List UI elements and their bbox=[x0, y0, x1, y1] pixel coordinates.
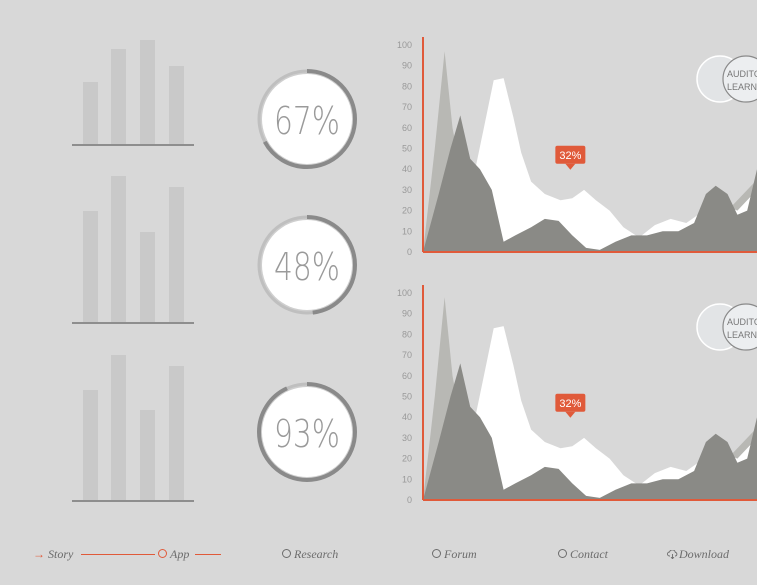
nav-story-label: Story bbox=[48, 547, 74, 561]
y-tick-label: 70 bbox=[402, 102, 412, 112]
bar-chart-2 bbox=[72, 170, 194, 324]
y-tick-label: 40 bbox=[402, 164, 412, 174]
y-tick-label: 70 bbox=[402, 350, 412, 360]
gauge-progress-arc bbox=[257, 382, 357, 482]
y-tick-label: 30 bbox=[402, 433, 412, 443]
nav-research[interactable]: Research bbox=[282, 547, 338, 562]
legend-circle-front bbox=[722, 303, 757, 351]
circle-icon bbox=[282, 549, 291, 558]
y-tick-label: 30 bbox=[402, 185, 412, 195]
y-tick-label: 100 bbox=[397, 40, 412, 50]
nav-app[interactable]: App bbox=[158, 547, 189, 562]
nav-contact[interactable]: Contact bbox=[558, 547, 608, 562]
area-series-dark-gray bbox=[423, 363, 757, 500]
y-tick-label: 80 bbox=[402, 329, 412, 339]
legend-label: LEARNING bbox=[727, 330, 757, 340]
y-tick-label: 80 bbox=[402, 81, 412, 91]
y-tick-label: 60 bbox=[402, 371, 412, 381]
nav-app-label: App bbox=[170, 547, 190, 561]
gauge-value: 93% bbox=[274, 412, 340, 456]
gauge-value: 48% bbox=[274, 245, 340, 289]
y-tick-label: 0 bbox=[407, 495, 412, 505]
bar-chart-1 bbox=[72, 30, 194, 146]
gauge-2: 48% bbox=[257, 215, 357, 315]
bar-chart-3 bbox=[72, 348, 194, 502]
y-tick-label: 20 bbox=[402, 206, 412, 216]
y-tick-label: 10 bbox=[402, 474, 412, 484]
gauge-progress-arc bbox=[257, 215, 357, 315]
y-tick-label: 40 bbox=[402, 412, 412, 422]
y-tick-label: 0 bbox=[407, 247, 412, 257]
area-series-white bbox=[423, 78, 757, 252]
callout-pointer bbox=[565, 411, 576, 418]
callout-bubble bbox=[555, 393, 586, 412]
bar-chart-baseline bbox=[72, 144, 194, 146]
bar bbox=[169, 66, 184, 144]
callout-label: 32% bbox=[559, 150, 581, 162]
area-series-dark-gray bbox=[423, 115, 757, 253]
bar bbox=[83, 390, 98, 500]
y-tick-label: 60 bbox=[402, 123, 412, 133]
nav-story[interactable]: → Story bbox=[33, 547, 73, 562]
bar bbox=[111, 176, 126, 322]
y-tick-label: 50 bbox=[402, 144, 412, 154]
y-tick-label: 50 bbox=[402, 392, 412, 402]
nav-forum[interactable]: Forum bbox=[432, 547, 477, 562]
nav-progress-line bbox=[81, 554, 155, 555]
cloud-download-icon bbox=[667, 549, 678, 560]
gauge-1: 67% bbox=[257, 69, 357, 169]
y-tick-label: 90 bbox=[402, 309, 412, 319]
nav-download-label: Download bbox=[679, 547, 730, 561]
nav-research-label: Research bbox=[294, 547, 339, 561]
bar-chart-baseline bbox=[72, 500, 194, 502]
gauge-value: 67% bbox=[274, 99, 340, 143]
bar bbox=[111, 49, 126, 144]
bar bbox=[111, 355, 126, 500]
bar bbox=[140, 40, 155, 144]
legend-label: LEARNING bbox=[727, 82, 757, 92]
circle-icon bbox=[432, 549, 441, 558]
legend-label: AUDITORY bbox=[727, 317, 757, 327]
area-series-white bbox=[423, 326, 757, 500]
nav-progress-line-tail bbox=[195, 554, 221, 555]
bar bbox=[140, 232, 155, 322]
bar bbox=[140, 410, 155, 500]
nav-contact-label: Contact bbox=[570, 547, 608, 561]
bar bbox=[83, 82, 98, 144]
area-chart-2: 100908070605040302010032%AUDITORYLEARNIN… bbox=[397, 285, 757, 505]
callout-pointer bbox=[565, 163, 576, 170]
y-tick-label: 20 bbox=[402, 454, 412, 464]
legend-circle-front bbox=[722, 55, 757, 103]
bar bbox=[83, 211, 98, 322]
y-tick-label: 90 bbox=[402, 61, 412, 71]
circle-icon bbox=[158, 549, 167, 558]
callout-label: 32% bbox=[559, 398, 581, 410]
legend-label: AUDITORY bbox=[727, 69, 757, 79]
gauge-progress-arc bbox=[257, 69, 357, 169]
nav-forum-label: Forum bbox=[444, 547, 477, 561]
bar bbox=[169, 366, 184, 500]
gauge-3: 93% bbox=[257, 382, 357, 482]
area-chart-1: 100908070605040302010032%AUDITORYLEARNIN… bbox=[397, 37, 757, 257]
bar-chart-baseline bbox=[72, 322, 194, 324]
arrow-right-icon: → bbox=[33, 547, 45, 561]
nav-download[interactable]: Download bbox=[667, 547, 729, 562]
bar bbox=[169, 187, 184, 322]
callout-bubble bbox=[555, 145, 586, 164]
y-tick-label: 100 bbox=[397, 288, 412, 298]
circle-icon bbox=[558, 549, 567, 558]
y-tick-label: 10 bbox=[402, 226, 412, 236]
